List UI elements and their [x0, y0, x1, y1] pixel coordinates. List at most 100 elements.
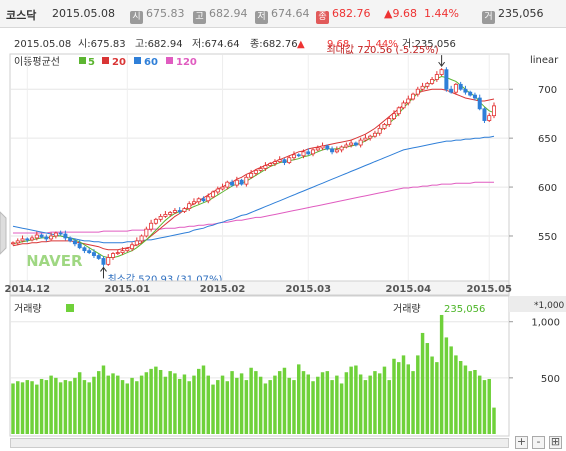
- volume-bar: [473, 369, 477, 434]
- volume-bar: [216, 380, 220, 434]
- volume-bar: [16, 381, 20, 434]
- volume-bar: [58, 382, 63, 434]
- candle-body: [187, 203, 192, 209]
- candle-body: [487, 115, 492, 121]
- volume-bar: [449, 346, 453, 434]
- volume-bar: [130, 377, 134, 434]
- candle-body: [401, 102, 406, 109]
- candle-body: [382, 124, 387, 129]
- volume-bar: [382, 366, 387, 434]
- candle-body: [315, 147, 320, 151]
- zoom-out-button[interactable]: -: [532, 436, 545, 449]
- candle-body: [15, 240, 20, 244]
- zoom-in-button[interactable]: +: [515, 435, 528, 449]
- info-date: 2015.05.08: [14, 39, 71, 50]
- volume-bar: [463, 365, 468, 434]
- candle-body: [63, 233, 68, 239]
- volume-bar: [335, 375, 339, 434]
- candle-body: [182, 208, 187, 212]
- open-label-icon: 시: [130, 11, 143, 24]
- volume-bar: [63, 380, 68, 434]
- volume-bar: [177, 378, 182, 434]
- volume-bar: [330, 380, 334, 434]
- volume-bar: [20, 382, 25, 434]
- candle-body: [472, 94, 477, 99]
- summary-bar: 코스닥 2015.05.08 시 675.83 고 682.94 저 674.64 종…: [0, 0, 566, 28]
- candle-body: [158, 216, 163, 220]
- ma5-legend: 5: [88, 57, 95, 68]
- scale-label: linear: [530, 55, 559, 66]
- info-change-pct: 1.44%: [366, 39, 398, 50]
- candle-body: [234, 179, 239, 186]
- info-low: 저:674.64: [192, 38, 240, 50]
- candle-body: [134, 240, 139, 246]
- info-high: 고:682.94: [135, 39, 183, 50]
- volume-bar: [39, 378, 44, 434]
- ma20-legend: 20: [112, 57, 126, 68]
- index-name: 코스닥: [6, 9, 37, 22]
- candle-body: [106, 257, 111, 265]
- volume-bar: [368, 375, 372, 434]
- low-label-icon: 저: [255, 11, 268, 24]
- volume-bar: [297, 364, 301, 434]
- candle-body: [430, 79, 435, 84]
- price-tick-label: 600: [538, 183, 557, 194]
- candle-body: [72, 240, 77, 245]
- volume-bar: [11, 383, 15, 434]
- volume-bar: [173, 373, 177, 434]
- volume-bar: [397, 362, 401, 434]
- volume-bar: [401, 355, 406, 434]
- volume-bar: [392, 358, 396, 434]
- volume-bar: [120, 380, 125, 434]
- candle-body: [44, 236, 49, 240]
- volume-bar: [277, 371, 282, 434]
- volume-bar: [358, 374, 363, 434]
- candle-body: [439, 69, 444, 75]
- volume-bar: [349, 366, 353, 434]
- volume-bar: [82, 380, 87, 434]
- candle-body: [491, 105, 496, 117]
- candle-body: [344, 144, 349, 148]
- min-arrow-icon: [100, 266, 107, 279]
- candle-body: [391, 113, 396, 119]
- volume-title: 거래량: [14, 303, 42, 315]
- candle-body: [258, 168, 263, 171]
- candle-body: [149, 222, 154, 230]
- reset-view-button[interactable]: ⊞: [549, 435, 562, 449]
- volume-bar: [430, 356, 434, 434]
- candle-body: [253, 170, 258, 174]
- header-close: 종 682.76: [316, 7, 371, 24]
- candle-body: [82, 247, 87, 252]
- candle-body: [330, 148, 335, 153]
- candle-body: [53, 232, 58, 237]
- volume-panel-frame: [9, 295, 510, 437]
- header-open: 시 675.83: [130, 7, 185, 24]
- info-change: 9.68: [327, 39, 349, 50]
- candle-body: [125, 248, 130, 252]
- max-annotation: 최대값 720.56 (-5.25%): [326, 44, 438, 56]
- ma120-line: [13, 181, 494, 234]
- candle-body: [406, 98, 411, 104]
- candle-body: [211, 191, 216, 198]
- volume-bar: [206, 375, 210, 434]
- candle-body: [372, 132, 377, 137]
- volume-bar: [444, 337, 449, 434]
- volume-bar: [282, 367, 287, 434]
- candle-body: [30, 237, 35, 241]
- time-scrollbar[interactable]: [10, 438, 509, 448]
- left-scroll-handle[interactable]: [0, 211, 7, 255]
- candle-body: [268, 163, 273, 166]
- volume-bar: [92, 376, 96, 434]
- candle-body: [77, 243, 82, 249]
- volume-bar: [439, 314, 444, 434]
- candle-body: [458, 83, 463, 90]
- volume-bar: [158, 369, 163, 434]
- candle-body: [144, 228, 149, 237]
- candle-body: [39, 234, 44, 238]
- candle-body: [139, 235, 144, 242]
- candle-body: [425, 82, 430, 87]
- volume-bar: [249, 367, 253, 434]
- volume-bar: [77, 372, 82, 434]
- candle-body: [153, 218, 158, 224]
